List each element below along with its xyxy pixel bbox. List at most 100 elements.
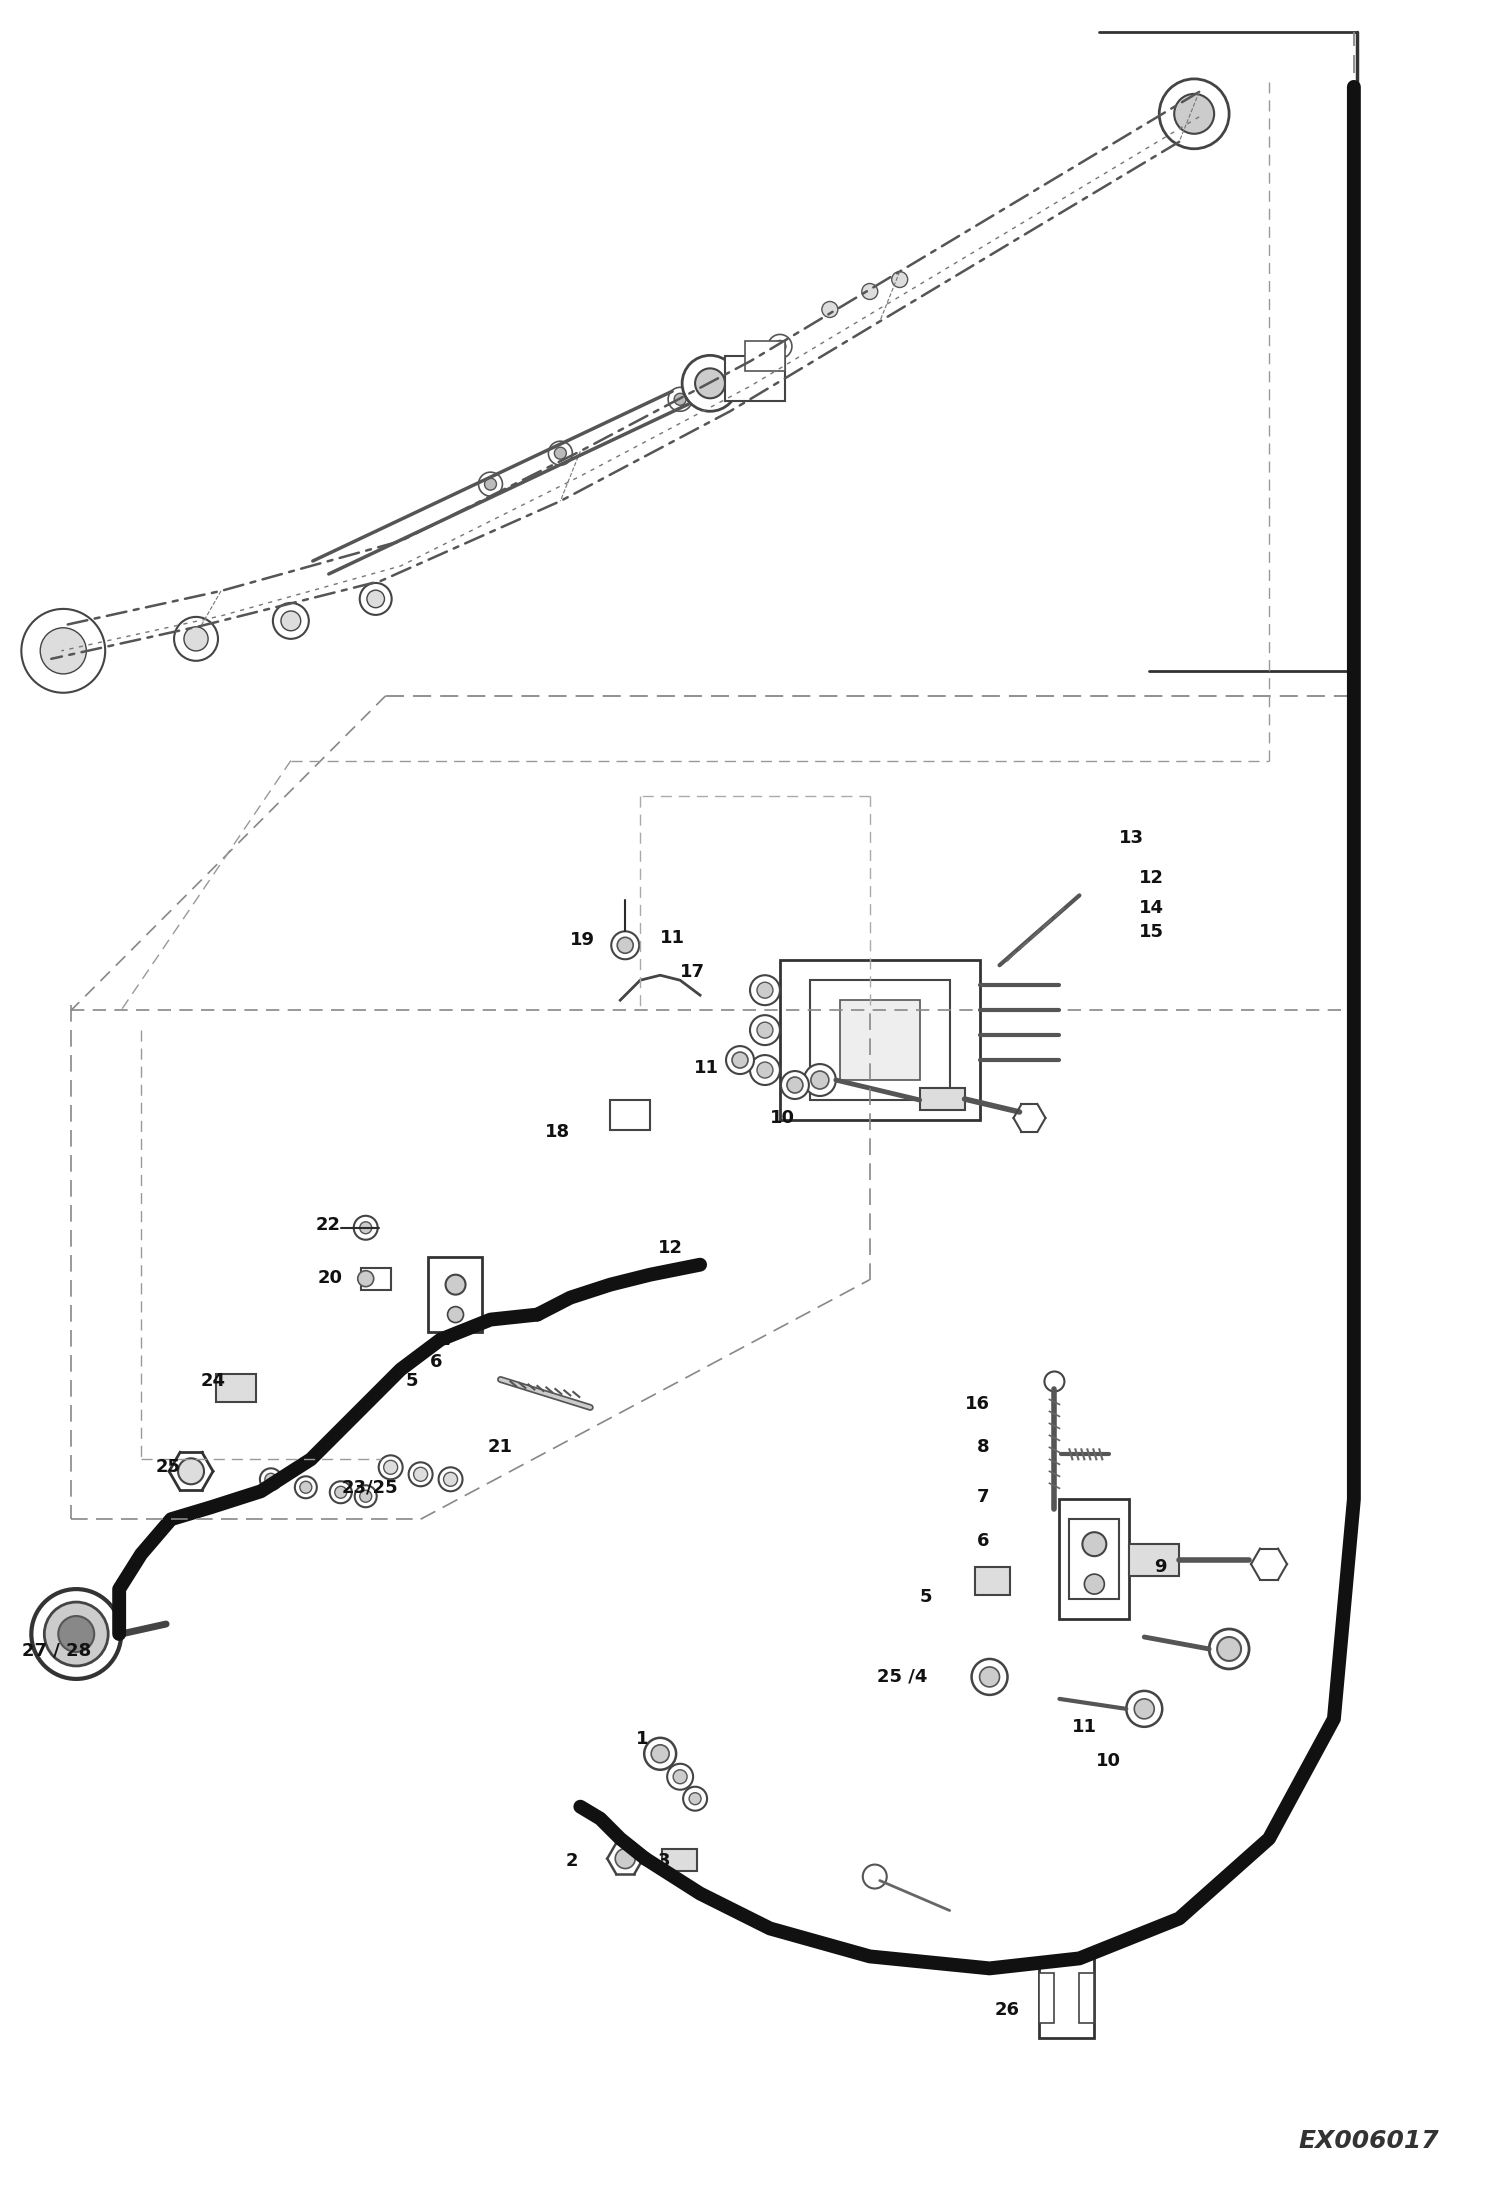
Circle shape xyxy=(448,1308,463,1323)
Text: 15: 15 xyxy=(1140,924,1164,941)
Text: 20: 20 xyxy=(318,1268,343,1286)
Circle shape xyxy=(1044,1371,1065,1391)
Bar xyxy=(780,961,980,1119)
Text: 12: 12 xyxy=(658,1240,683,1257)
Text: 25: 25 xyxy=(156,1459,181,1477)
Bar xyxy=(1040,1959,1095,2038)
Circle shape xyxy=(611,930,640,959)
Circle shape xyxy=(673,1771,688,1784)
Circle shape xyxy=(409,1463,433,1485)
Circle shape xyxy=(674,393,686,406)
Circle shape xyxy=(652,1744,670,1762)
Circle shape xyxy=(379,1455,403,1479)
Circle shape xyxy=(1085,1573,1104,1595)
Circle shape xyxy=(756,1022,773,1038)
Circle shape xyxy=(334,1485,346,1499)
Circle shape xyxy=(295,1477,316,1499)
Text: 22: 22 xyxy=(316,1215,340,1233)
Text: 10: 10 xyxy=(770,1108,795,1128)
Circle shape xyxy=(891,272,908,287)
Bar xyxy=(810,981,950,1099)
Text: EX006017: EX006017 xyxy=(1299,2128,1438,2152)
Text: 7: 7 xyxy=(977,1488,990,1507)
Bar xyxy=(920,1088,965,1110)
Bar xyxy=(725,355,785,402)
Text: 21: 21 xyxy=(487,1439,512,1457)
Bar xyxy=(610,1099,650,1130)
Circle shape xyxy=(360,584,391,614)
Bar xyxy=(1040,1972,1055,2023)
Circle shape xyxy=(265,1474,277,1485)
Circle shape xyxy=(178,1459,204,1485)
Circle shape xyxy=(861,283,878,301)
Text: 6: 6 xyxy=(430,1352,442,1371)
Text: 13: 13 xyxy=(1119,829,1144,847)
Circle shape xyxy=(1174,94,1215,134)
Text: 11: 11 xyxy=(661,930,685,948)
Circle shape xyxy=(554,448,566,459)
Circle shape xyxy=(273,603,309,638)
Circle shape xyxy=(616,1850,635,1869)
Text: 5: 5 xyxy=(406,1373,418,1391)
Circle shape xyxy=(1134,1698,1155,1718)
Bar xyxy=(1080,1972,1095,2023)
Bar xyxy=(975,1567,1010,1595)
Text: 8: 8 xyxy=(977,1439,990,1457)
Bar xyxy=(427,1257,482,1332)
Text: 12: 12 xyxy=(1140,869,1164,886)
Circle shape xyxy=(360,1490,372,1503)
Text: 10: 10 xyxy=(1097,1751,1122,1771)
Bar xyxy=(662,1850,697,1871)
Text: 25 /4: 25 /4 xyxy=(878,1667,927,1685)
Text: 7: 7 xyxy=(443,1330,455,1349)
Circle shape xyxy=(682,355,739,410)
Circle shape xyxy=(786,1077,803,1093)
Circle shape xyxy=(358,1270,373,1286)
Text: 27 / 28: 27 / 28 xyxy=(22,1641,91,1661)
Circle shape xyxy=(31,1588,121,1678)
Text: 9: 9 xyxy=(1155,1558,1167,1575)
Text: 16: 16 xyxy=(965,1395,990,1413)
Circle shape xyxy=(695,369,725,399)
Bar xyxy=(1129,1545,1179,1575)
Circle shape xyxy=(822,301,837,318)
Circle shape xyxy=(360,1222,372,1233)
Circle shape xyxy=(330,1481,352,1503)
Bar xyxy=(745,342,785,371)
Text: 6: 6 xyxy=(977,1531,990,1551)
Circle shape xyxy=(756,983,773,998)
Circle shape xyxy=(733,1053,748,1068)
Circle shape xyxy=(780,1071,809,1099)
Text: 19: 19 xyxy=(571,930,595,950)
Bar xyxy=(1070,1518,1119,1599)
Circle shape xyxy=(383,1461,397,1474)
Circle shape xyxy=(282,610,301,630)
Circle shape xyxy=(45,1602,108,1665)
Bar xyxy=(361,1268,391,1290)
Text: 3: 3 xyxy=(658,1852,671,1869)
Circle shape xyxy=(354,1215,377,1240)
Text: 24: 24 xyxy=(201,1373,226,1391)
Circle shape xyxy=(863,1865,887,1889)
Circle shape xyxy=(300,1481,312,1494)
Text: 14: 14 xyxy=(1140,900,1164,917)
Text: 23/25: 23/25 xyxy=(342,1479,398,1496)
Circle shape xyxy=(261,1468,282,1490)
Circle shape xyxy=(40,627,87,674)
Bar xyxy=(840,1000,920,1079)
Circle shape xyxy=(548,441,572,465)
Circle shape xyxy=(644,1738,676,1771)
Circle shape xyxy=(668,388,692,410)
Circle shape xyxy=(774,340,786,353)
Circle shape xyxy=(727,1047,753,1075)
Circle shape xyxy=(355,1485,376,1507)
Circle shape xyxy=(367,590,385,608)
Circle shape xyxy=(750,974,780,1005)
Circle shape xyxy=(980,1667,999,1687)
Circle shape xyxy=(174,617,219,660)
Circle shape xyxy=(768,333,792,358)
Circle shape xyxy=(413,1468,427,1481)
Circle shape xyxy=(1083,1531,1107,1556)
Circle shape xyxy=(750,1016,780,1044)
Circle shape xyxy=(1126,1692,1162,1727)
